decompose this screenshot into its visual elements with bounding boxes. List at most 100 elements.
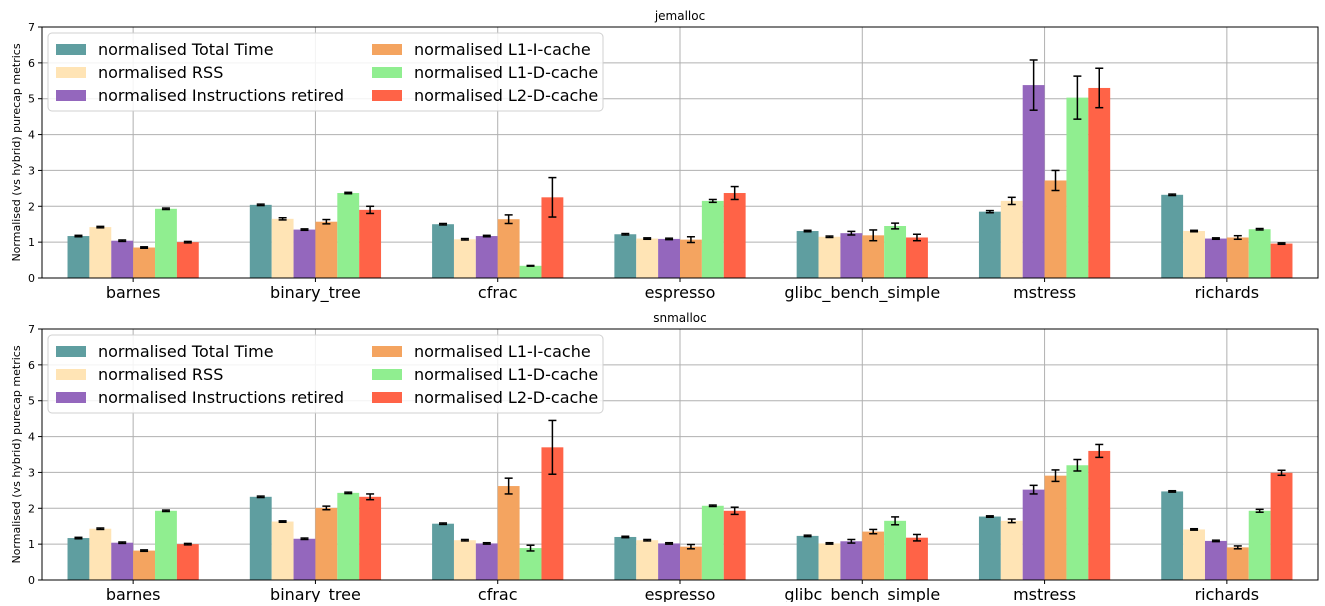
x-tick-label-binary_tree: binary_tree — [270, 283, 361, 303]
bar-barnes-0 — [67, 236, 90, 278]
bar-espresso-1 — [636, 238, 659, 278]
error-bar — [686, 543, 695, 550]
bar-mstress-1 — [1000, 200, 1023, 278]
error-bar — [847, 230, 856, 236]
x-tick-label-espresso: espresso — [645, 283, 716, 302]
error-bar — [1233, 545, 1242, 550]
error-bar — [256, 495, 265, 499]
error-bar — [1095, 443, 1104, 459]
error-bar — [803, 534, 812, 538]
x-tick-label-barnes: barnes — [106, 283, 161, 302]
legend-entry: normalised RSS — [56, 365, 223, 384]
legend: normalised Total Time normalised RSS norma… — [47, 32, 604, 112]
bar-cfrac-2 — [475, 236, 498, 278]
bar-mstress-2 — [1022, 85, 1045, 279]
error-bar — [140, 246, 149, 249]
legend-entry: normalised L2-D-cache — [372, 86, 598, 105]
bar-richards-3 — [1226, 237, 1249, 278]
bar-cfrac-5 — [541, 197, 564, 278]
error-bar — [183, 240, 192, 244]
error-bar — [1051, 169, 1060, 192]
bar-binary_tree-4 — [337, 492, 360, 580]
x-tick-label-binary_tree: binary_tree — [270, 585, 361, 602]
bar-barnes-0 — [67, 538, 90, 580]
error-bar — [730, 185, 739, 201]
legend-swatch — [372, 392, 402, 403]
subplot-jemalloc: 0 1 2 3 4 5 6 7 barnes binary_tree cfrac espresso gl… — [10, 9, 1319, 303]
y-tick-label: 3 — [28, 466, 35, 479]
error-bar — [183, 542, 192, 546]
error-bar — [1168, 193, 1177, 197]
bar-binary_tree-0 — [249, 496, 272, 580]
error-bar — [665, 541, 674, 545]
error-bar — [708, 504, 717, 508]
legend-label: normalised Instructions retired — [98, 86, 344, 105]
bar-binary_tree-1 — [271, 521, 294, 580]
legend-label: normalised Instructions retired — [98, 388, 344, 407]
y-tick-label: 0 — [28, 272, 35, 285]
bar-glibc_bench_simple-3 — [862, 235, 885, 278]
bar-cfrac-3 — [497, 219, 520, 278]
legend-entry: normalised RSS — [56, 63, 223, 82]
bar-espresso-0 — [614, 234, 637, 278]
y-tick-label: 1 — [28, 538, 35, 551]
error-bar — [1211, 539, 1220, 543]
error-bar — [1190, 527, 1199, 531]
error-bar — [1073, 75, 1082, 120]
bar-mstress-5 — [1088, 450, 1111, 580]
error-bar — [300, 537, 309, 541]
error-bar — [1255, 227, 1264, 231]
bar-espresso-5 — [723, 193, 746, 278]
legend-box — [47, 32, 604, 112]
legend-swatch — [372, 44, 402, 55]
error-bar — [1233, 234, 1242, 241]
error-bar — [912, 233, 921, 242]
error-bar — [621, 232, 630, 236]
x-tick-label-glibc_bench_simple: glibc_bench_simple — [784, 585, 940, 602]
bar-barnes-1 — [89, 227, 112, 278]
error-bar — [1029, 484, 1038, 495]
error-bar — [366, 205, 375, 215]
y-tick-label: 0 — [28, 574, 35, 587]
error-bar — [366, 493, 375, 501]
bar-espresso-3 — [680, 239, 702, 278]
error-bar — [482, 541, 491, 545]
legend: normalised Total Time normalised RSS norma… — [47, 334, 604, 414]
y-tick-label: 7 — [28, 21, 35, 34]
y-tick-label: 4 — [28, 431, 35, 444]
bar-espresso-3 — [680, 546, 702, 580]
error-bar — [460, 237, 469, 241]
legend-label: normalised Total Time — [98, 342, 274, 361]
bar-richards-1 — [1183, 529, 1205, 580]
legend-swatch — [372, 90, 402, 101]
legend-label: normalised RSS — [98, 365, 223, 384]
x-tick-label-glibc_bench_simple: glibc_bench_simple — [784, 283, 940, 303]
bar-binary_tree-0 — [249, 204, 272, 278]
legend-swatch — [372, 369, 402, 380]
bar-richards-3 — [1226, 547, 1249, 580]
error-bar — [526, 264, 535, 267]
bar-espresso-2 — [658, 543, 680, 580]
bar-glibc_bench_simple-2 — [840, 233, 863, 278]
bar-cfrac-5 — [541, 447, 564, 580]
error-bar — [847, 538, 856, 544]
bar-barnes-3 — [133, 550, 156, 580]
error-bar — [686, 236, 695, 244]
bar-barnes-5 — [176, 242, 199, 278]
error-bar — [74, 234, 83, 238]
error-bar — [643, 237, 652, 241]
error-bar — [825, 541, 834, 545]
error-bar — [439, 222, 448, 226]
error-bar — [985, 515, 994, 518]
bar-richards-2 — [1204, 540, 1227, 580]
bar-richards-4 — [1248, 229, 1271, 278]
bar-barnes-4 — [155, 510, 177, 580]
legend-label: normalised Total Time — [98, 40, 274, 59]
legend-swatch — [372, 67, 402, 78]
bar-glibc_bench_simple-4 — [884, 520, 907, 580]
error-bar — [161, 509, 170, 513]
bar-richards-5 — [1270, 243, 1293, 278]
error-bar — [548, 419, 557, 475]
bar-cfrac-2 — [475, 543, 498, 580]
bar-cfrac-0 — [432, 224, 454, 278]
